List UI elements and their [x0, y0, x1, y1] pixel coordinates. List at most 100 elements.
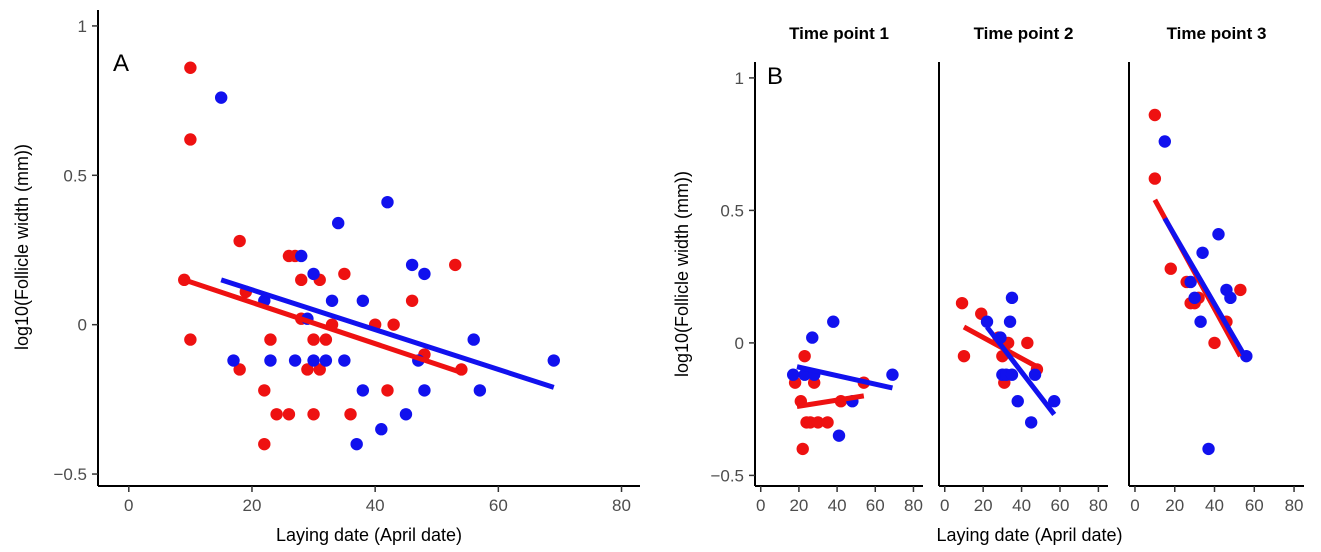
- facet-3-trendline-blue: [1162, 217, 1249, 361]
- panel-a-y-tick-label: 0.5: [63, 166, 87, 185]
- panel-a-x-tick-label: 0: [124, 496, 133, 515]
- panel-b-y-tick-label: 1: [735, 69, 744, 88]
- panel-a-point-red: [449, 258, 462, 272]
- facet-1-x-tick-label: 40: [828, 496, 847, 515]
- facet-1-point-blue: [827, 315, 840, 328]
- facet-2-x-tick-label: 60: [1051, 496, 1070, 515]
- facet-1-point-blue: [886, 368, 899, 381]
- panel-b-y-axis-title: log10(Follicle width (mm)): [672, 171, 692, 377]
- panel-a-point-blue: [307, 267, 320, 281]
- facet-2-x-tick-label: 80: [1089, 496, 1108, 515]
- panel-a-point-blue: [356, 384, 370, 397]
- facet-1-trendline-red: [796, 393, 865, 409]
- panel-a-point-red: [282, 408, 296, 421]
- facet-3-point-blue: [1158, 135, 1171, 148]
- panel-a-point-blue: [375, 423, 388, 436]
- facet-2-point-blue: [1028, 368, 1042, 381]
- facet-2-point-blue: [980, 315, 994, 328]
- panel-a-point-blue: [264, 354, 277, 367]
- facet-1-point-blue: [832, 429, 846, 442]
- facet-3-point-red: [1208, 336, 1221, 350]
- facet-3-point-red: [1234, 283, 1247, 297]
- panel-a-point-red: [301, 363, 314, 376]
- panel-a-x-axis-title: Laying date (April date): [276, 525, 462, 545]
- panel-b-label: B: [767, 63, 783, 90]
- facet-1-point-blue: [806, 331, 819, 344]
- facet-1-x-tick-label: 60: [866, 496, 885, 515]
- facet-3-point-red: [1164, 262, 1177, 275]
- facet-2-point-red: [1021, 336, 1034, 350]
- panel-a-x-tick-label: 20: [243, 496, 262, 515]
- panel-a-point-blue: [227, 354, 240, 367]
- panel-a-point-red: [184, 133, 197, 146]
- panel-b-y-tick-label: 0: [735, 334, 744, 353]
- panel-b-x-axis-title: Laying date (April date): [936, 525, 1122, 545]
- facet-3-point-blue: [1212, 228, 1225, 241]
- panel-a-point-red: [381, 384, 394, 397]
- panel-a-point-blue: [418, 267, 431, 281]
- panel-a-label: A: [113, 50, 129, 77]
- facet-3-point-red: [1148, 172, 1162, 185]
- panel-a-x-tick-label: 60: [489, 496, 508, 515]
- facet-3-x-tick-label: 40: [1205, 496, 1224, 515]
- facet-2-title: Time point 2: [974, 24, 1074, 43]
- panel-a-point-red: [184, 333, 197, 346]
- facet-2-point-red: [955, 296, 969, 310]
- facet-1-point-red: [798, 349, 811, 363]
- panel-a-point-red: [264, 333, 277, 346]
- facet-2-point-red: [957, 349, 971, 363]
- panel-a-point-blue: [356, 294, 370, 307]
- panel-a-point-blue: [405, 258, 419, 272]
- panel-a-point-blue: [307, 354, 320, 367]
- panel-a-y-tick-label: 1: [78, 17, 87, 36]
- panel-a-point-red: [270, 408, 283, 421]
- panel-a-x-tick-label: 80: [612, 496, 631, 515]
- facet-2-point-blue: [1011, 395, 1024, 408]
- panel-a-point-red: [233, 363, 246, 376]
- panel-a-trendline-blue: [220, 277, 555, 390]
- facet-1-x-tick-label: 20: [789, 496, 808, 515]
- panel-a-point-blue: [338, 354, 351, 367]
- facet-2-point-blue: [1003, 315, 1017, 328]
- panel-a-point-red: [295, 273, 308, 287]
- facet-1-point-blue: [786, 368, 800, 381]
- facet-3-point-blue: [1184, 275, 1197, 289]
- facet-1-x-tick-label: 80: [904, 496, 923, 515]
- panel-a-y-tick-label: −0.5: [53, 465, 87, 484]
- panel-a-point-red: [258, 384, 271, 397]
- panel-a-point-red: [307, 408, 320, 421]
- panel-a-point-red: [313, 363, 326, 376]
- panel-a-point-blue: [418, 384, 431, 397]
- panel-a-point-blue: [319, 354, 333, 367]
- facet-2-point-blue: [1005, 291, 1019, 305]
- facet-3-point-red: [1148, 108, 1162, 122]
- facet-3-point-blue: [1194, 315, 1207, 328]
- facet-2-x-tick-label: 20: [974, 496, 993, 515]
- panel-a-point-red: [307, 333, 320, 346]
- panel-a-point-red: [184, 61, 197, 74]
- facet-3-point-blue: [1202, 442, 1215, 456]
- panel-a-point-blue: [214, 91, 228, 104]
- panel-a-x-tick-label: 40: [366, 496, 385, 515]
- panel-a-trendline-red: [183, 277, 463, 375]
- panel-a: −0.5 0 0.5 1 0 20 40 60 80 A Laying date (April da…: [12, 10, 640, 545]
- facet-3: 0 20 40 60 80 Time point 3: [1128, 24, 1304, 515]
- panel-b-y-tick-label: −0.5: [710, 466, 744, 485]
- panel-a-point-red: [338, 267, 351, 281]
- facet-2-x-tick-label: 0: [940, 496, 949, 515]
- facet-1-point-red: [821, 416, 834, 429]
- facet-1-point-red: [811, 416, 825, 429]
- facet-2-point-blue: [1048, 395, 1061, 408]
- facet-2-x-tick-label: 40: [1012, 496, 1031, 515]
- facet-2-point-blue: [1024, 416, 1038, 429]
- panel-a-point-red: [387, 318, 400, 331]
- panel-a-point-blue: [547, 354, 560, 367]
- facet-1-point-red: [796, 442, 809, 456]
- facet-2-trendline-blue: [985, 325, 1057, 416]
- facet-1-trendline-blue: [796, 364, 893, 391]
- facet-3-x-tick-label: 20: [1165, 496, 1184, 515]
- facet-3-x-tick-label: 60: [1245, 496, 1264, 515]
- facet-2: 0 20 40 60 80 Time point 2: [938, 24, 1108, 515]
- facet-3-x-tick-label: 80: [1285, 496, 1304, 515]
